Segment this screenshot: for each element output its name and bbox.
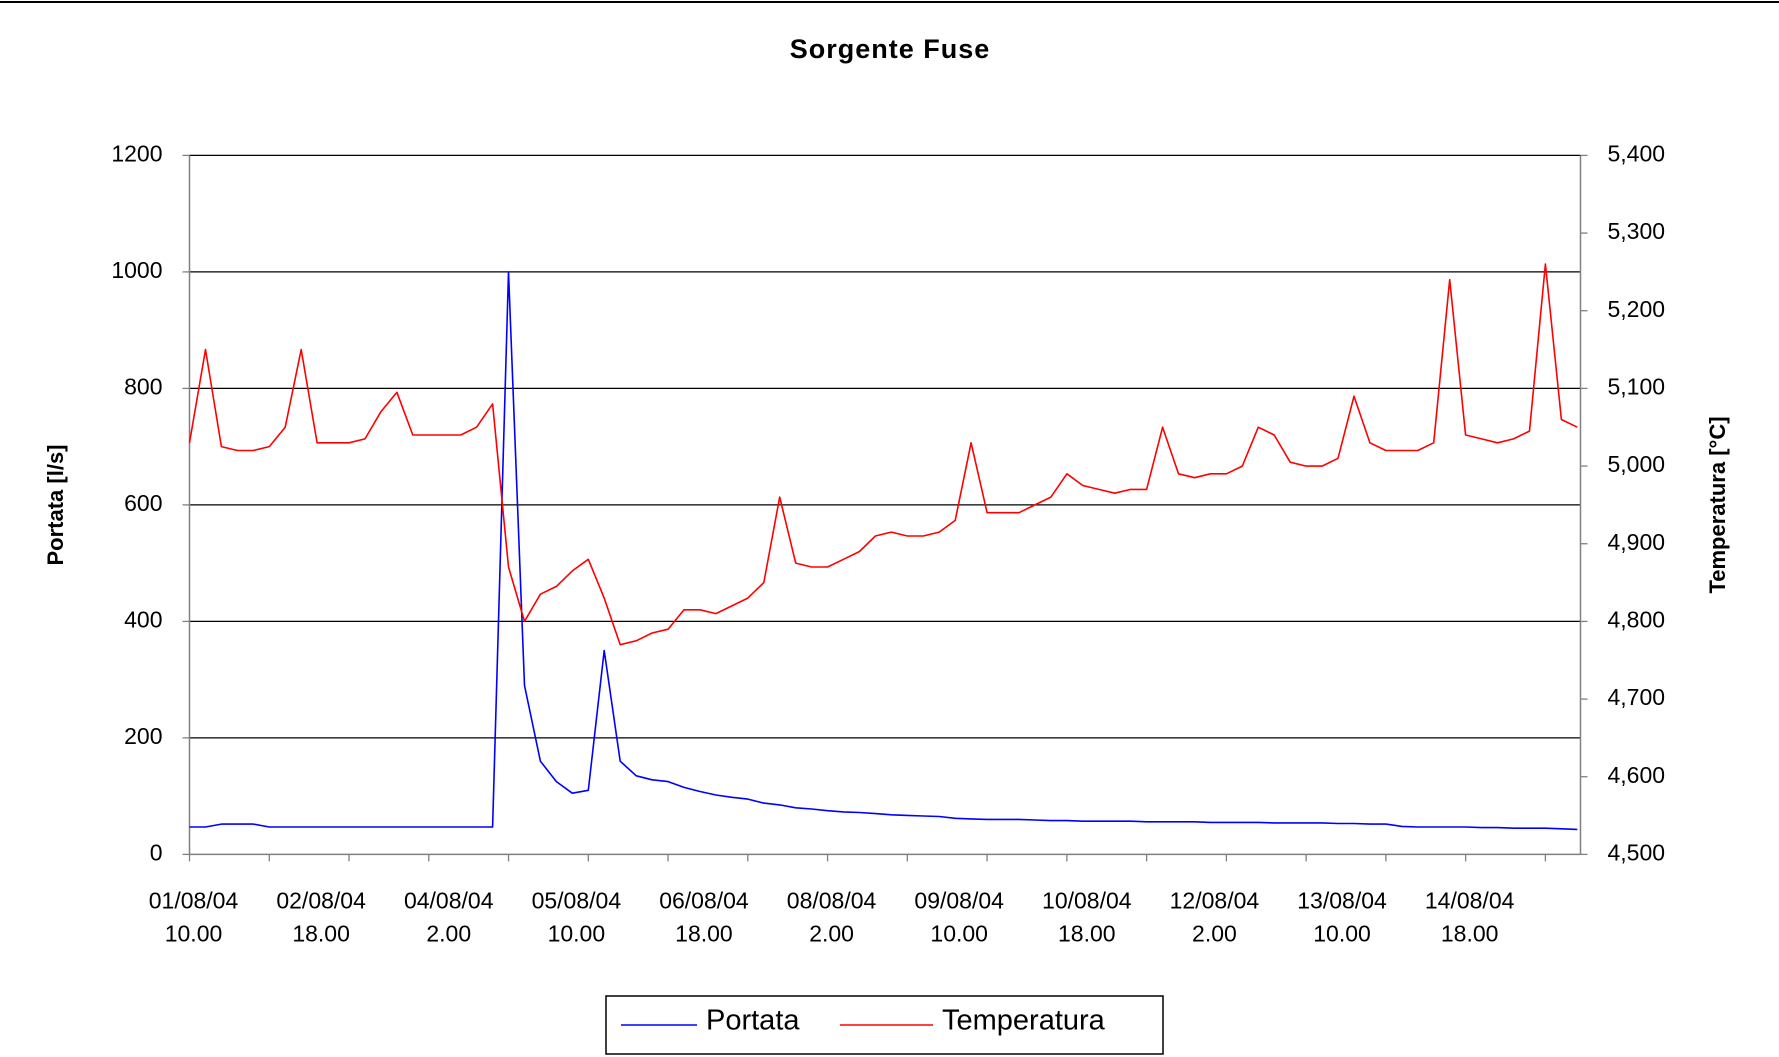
y2-tick-label: 5,100 (1608, 373, 1666, 399)
legend-label: Temperatura (942, 1005, 1106, 1037)
y-tick-label: 800 (124, 373, 162, 399)
y2-tick-label: 4,600 (1608, 762, 1666, 788)
y2-tick-label: 5,300 (1608, 218, 1666, 244)
chart-title: Sorgente Fuse (790, 34, 991, 64)
y-tick-label: 600 (124, 490, 162, 516)
x-tick-label: 02/08/04 18.00 (276, 887, 366, 946)
y2-tick-label: 5,200 (1608, 296, 1666, 322)
y2-axis-title: Temperatura [°C] (1705, 416, 1730, 593)
x-tick-label: 06/08/04 18.00 (659, 887, 749, 946)
y-tick-label: 0 (150, 839, 163, 865)
y-tick-label: 1000 (111, 257, 162, 283)
y2-tick-label: 4,700 (1608, 684, 1666, 710)
x-tick-label: 12/08/04 2.00 (1170, 887, 1260, 946)
x-tick-label: 01/08/04 10.00 (149, 887, 239, 946)
y-tick-label: 1200 (111, 140, 162, 166)
y2-tick-label: 4,800 (1608, 606, 1666, 632)
x-tick-label: 14/08/04 18.00 (1425, 887, 1515, 946)
y-tick-label: 200 (124, 723, 162, 749)
y2-tick-label: 4,500 (1608, 839, 1666, 865)
y2-tick-label: 5,000 (1608, 451, 1666, 477)
x-tick-label: 08/08/04 2.00 (787, 887, 877, 946)
y2-tick-label: 4,900 (1608, 529, 1666, 555)
x-tick-label: 09/08/04 10.00 (914, 887, 1004, 946)
y2-tick-label: 5,400 (1608, 140, 1666, 166)
x-tick-label: 04/08/04 2.00 (404, 887, 494, 946)
series-line (189, 271, 1578, 831)
y-axis-title: Portata [l/s] (43, 444, 68, 565)
x-tick-label: 10/08/04 18.00 (1042, 887, 1132, 946)
x-tick-label: 05/08/04 10.00 (532, 887, 622, 946)
series-line (188, 263, 1578, 646)
y-tick-label: 400 (124, 606, 162, 632)
legend-label: Portata (706, 1005, 800, 1037)
x-tick-label: 13/08/04 10.00 (1297, 887, 1387, 946)
